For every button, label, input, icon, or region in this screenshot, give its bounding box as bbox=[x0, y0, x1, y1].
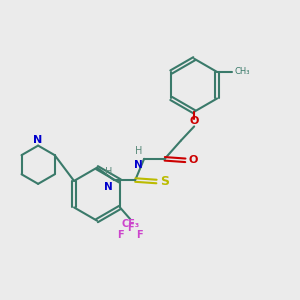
Text: S: S bbox=[160, 175, 169, 188]
Text: O: O bbox=[189, 155, 198, 165]
Text: F: F bbox=[136, 230, 143, 240]
Text: CH₃: CH₃ bbox=[234, 68, 250, 76]
Text: H: H bbox=[135, 146, 142, 156]
Text: H: H bbox=[105, 167, 112, 177]
Text: F: F bbox=[118, 230, 124, 240]
Text: CF₃: CF₃ bbox=[121, 219, 139, 229]
Text: F: F bbox=[127, 223, 134, 233]
Text: O: O bbox=[190, 116, 199, 126]
Text: N: N bbox=[134, 160, 142, 170]
Text: N: N bbox=[34, 135, 43, 145]
Text: N: N bbox=[104, 182, 112, 191]
